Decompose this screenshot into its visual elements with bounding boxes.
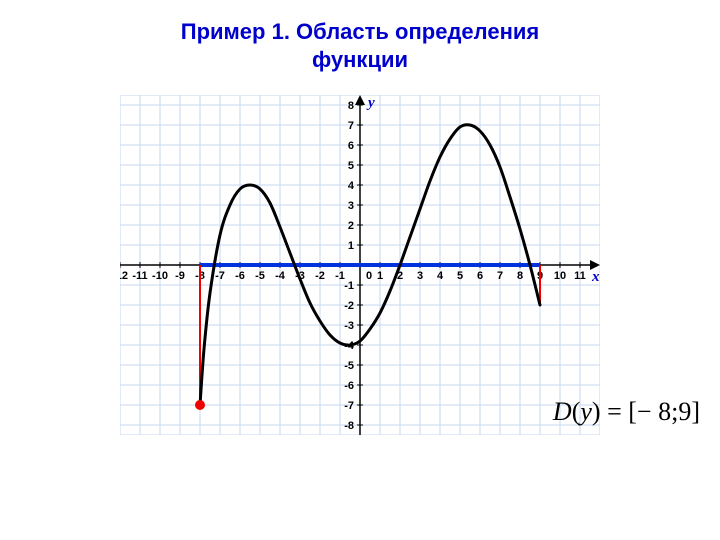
svg-text:-7: -7 bbox=[344, 400, 354, 412]
svg-text:-5: -5 bbox=[255, 270, 265, 282]
svg-text:-8: -8 bbox=[344, 420, 354, 432]
svg-text:-3: -3 bbox=[344, 320, 354, 332]
svg-text:11: 11 bbox=[574, 270, 586, 282]
chart-container: -12-11-10-9-8-7-6-5-4-3-2-11234567891011… bbox=[120, 95, 600, 435]
svg-text:-1: -1 bbox=[344, 280, 354, 292]
svg-text:6: 6 bbox=[477, 270, 483, 282]
domain-formula: D(y) = [− 8;9] bbox=[553, 397, 700, 427]
svg-text:-4: -4 bbox=[275, 270, 286, 282]
formula-close-paren: ) bbox=[592, 397, 601, 426]
title-line2: функции bbox=[312, 47, 408, 72]
formula-lbrack: [ bbox=[628, 397, 637, 426]
formula-D: D bbox=[553, 397, 572, 426]
svg-text:5: 5 bbox=[348, 160, 354, 172]
svg-text:0: 0 bbox=[366, 270, 372, 282]
title-line1: Пример 1. Область определения bbox=[181, 19, 539, 44]
formula-rbrack: ] bbox=[691, 397, 700, 426]
svg-text:2: 2 bbox=[348, 220, 354, 232]
formula-a: − 8 bbox=[637, 397, 671, 426]
svg-text:4: 4 bbox=[437, 270, 444, 282]
formula-arg: y bbox=[580, 397, 592, 426]
svg-text:-9: -9 bbox=[175, 270, 185, 282]
svg-text:6: 6 bbox=[348, 140, 354, 152]
svg-text:-11: -11 bbox=[132, 270, 147, 282]
page-title: Пример 1. Область определения функции bbox=[0, 18, 720, 73]
function-chart: -12-11-10-9-8-7-6-5-4-3-2-11234567891011… bbox=[120, 95, 600, 435]
svg-text:4: 4 bbox=[348, 180, 355, 192]
svg-text:-10: -10 bbox=[152, 270, 168, 282]
svg-text:8: 8 bbox=[517, 270, 523, 282]
svg-text:y: y bbox=[366, 95, 375, 111]
svg-text:-6: -6 bbox=[235, 270, 245, 282]
svg-text:7: 7 bbox=[348, 120, 354, 132]
svg-text:-12: -12 bbox=[120, 270, 128, 282]
svg-text:1: 1 bbox=[348, 240, 354, 252]
formula-b: 9 bbox=[678, 397, 691, 426]
svg-text:8: 8 bbox=[348, 100, 354, 112]
svg-text:3: 3 bbox=[417, 270, 423, 282]
svg-text:-2: -2 bbox=[344, 300, 354, 312]
svg-text:-5: -5 bbox=[344, 360, 354, 372]
svg-text:7: 7 bbox=[497, 270, 503, 282]
svg-text:1: 1 bbox=[377, 270, 383, 282]
svg-text:5: 5 bbox=[457, 270, 463, 282]
formula-eq: = bbox=[607, 397, 622, 426]
svg-text:-2: -2 bbox=[315, 270, 325, 282]
svg-text:-7: -7 bbox=[215, 270, 225, 282]
svg-text:10: 10 bbox=[554, 270, 566, 282]
svg-text:x: x bbox=[591, 269, 600, 285]
svg-text:-6: -6 bbox=[344, 380, 354, 392]
svg-text:3: 3 bbox=[348, 200, 354, 212]
